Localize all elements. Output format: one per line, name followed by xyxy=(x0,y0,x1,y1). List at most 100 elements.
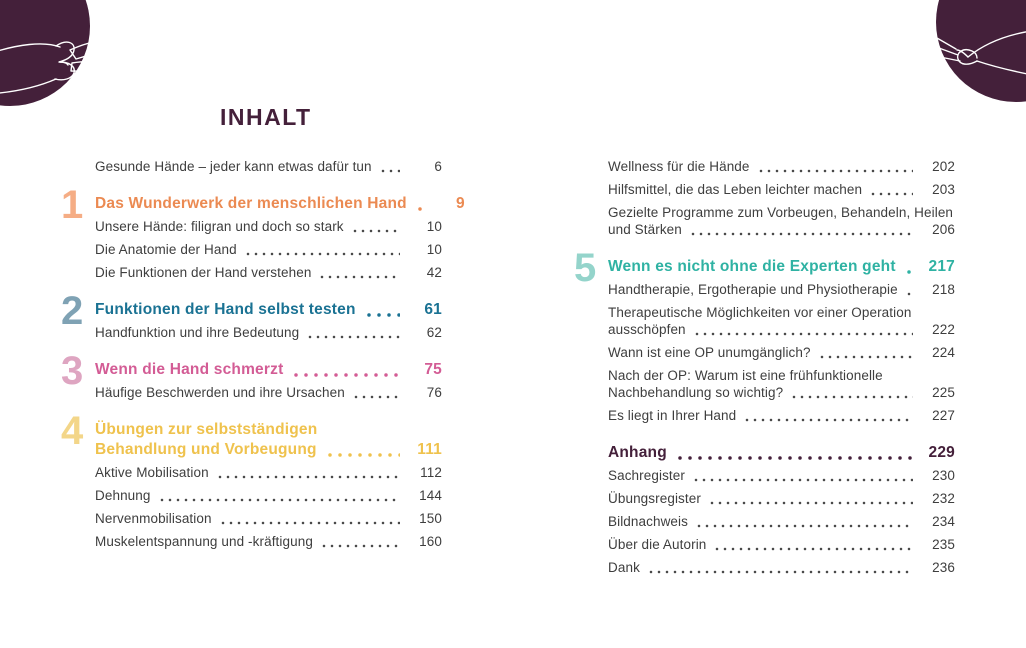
dot-leader xyxy=(695,524,913,528)
corner-circle xyxy=(0,0,90,106)
dot-leader xyxy=(756,169,913,173)
toc-entry-label: Handfunktion und ihre Bedeutung xyxy=(95,325,300,340)
toc-entry: Häufige Beschwerden und ihre Ursachen 76 xyxy=(95,384,442,401)
toc-entry: Bildnachweis 234 xyxy=(608,513,955,530)
toc-entry-row: Nervenmobilisation 150 xyxy=(95,510,442,527)
section-title-label: Das Wunderwerk der menschlichen Hand xyxy=(95,195,407,212)
section-title-row: Das Wunderwerk der menschlichen Hand 9 xyxy=(95,194,465,214)
toc-entry-row: ausschöpfen 222 xyxy=(608,321,955,338)
toc-entry-row: Wellness für die Hände 202 xyxy=(608,158,955,175)
toc-entry: Die Funktionen der Hand verstehen 42 xyxy=(95,264,442,281)
section-title-label: Wenn die Hand schmerzt xyxy=(95,361,284,378)
toc-entry-row: und Stärken 206 xyxy=(608,221,955,238)
section-title-label: Behandlung und Vorbeugung xyxy=(95,441,317,458)
toc-entry-row: Sachregister 230 xyxy=(608,467,955,484)
toc-left-column: Gesunde Hände – jeder kann etwas dafür t… xyxy=(61,158,465,556)
dot-leader xyxy=(743,418,913,422)
toc-entry-label: Häufige Beschwerden und ihre Ursachen xyxy=(95,385,345,400)
dot-leader xyxy=(707,501,913,505)
dot-leader xyxy=(243,252,400,256)
toc-entry-row: Wann ist eine OP unumgänglich? 224 xyxy=(608,344,955,361)
toc-right-column: Wellness für die Hände 202 Hilfsmittel, di… xyxy=(574,158,955,582)
toc-intro-block: Wellness für die Hände 202 Hilfsmittel, di… xyxy=(608,158,955,238)
dot-leader xyxy=(319,544,400,548)
section-number: 3 xyxy=(61,349,84,393)
toc-entry-row: Handtherapie, Ergotherapie und Physiothe… xyxy=(608,281,955,298)
toc-entry-label: Nachbehandlung so wichtig? xyxy=(608,385,784,400)
page-title: INHALT xyxy=(220,104,312,130)
toc-entry-row: Aktive Mobilisation 112 xyxy=(95,464,442,481)
toc-entry-row: Hilfsmittel, die das Leben leichter mach… xyxy=(608,181,955,198)
dot-leader xyxy=(688,232,913,236)
toc-entry-label: und Stärken xyxy=(608,222,682,237)
toc-intro-block: Gesunde Hände – jeder kann etwas dafür t… xyxy=(95,158,442,175)
toc-entry-row: Dehnung 144 xyxy=(95,487,442,504)
dot-leader xyxy=(904,292,913,296)
page-number: 225 xyxy=(932,385,955,400)
page-number: 234 xyxy=(932,514,955,529)
dot-leader xyxy=(378,169,400,173)
toc-entry-label: Nervenmobilisation xyxy=(95,511,212,526)
toc-section-3: 3 Wenn die Hand schmerzt 75 Häufige Beschwe… xyxy=(61,351,442,401)
section-title-label: Wenn es nicht ohne die Experten geht xyxy=(608,258,896,275)
page-number: 235 xyxy=(932,537,955,552)
toc-entry-label: Unsere Hände: filigran und doch so stark xyxy=(95,219,344,234)
toc-entry: Nervenmobilisation 150 xyxy=(95,510,442,527)
section-title-row: Wenn es nicht ohne die Experten geht 217 xyxy=(608,257,955,277)
section-title-row: Funktionen der Hand selbst testen 61 xyxy=(95,300,442,320)
dot-leader xyxy=(157,498,400,502)
dot-leader xyxy=(817,355,913,359)
top-left-hands-illustration xyxy=(0,0,107,106)
page-number: 227 xyxy=(932,408,955,423)
section-heading: 1 Das Wunderwerk der menschlichen Hand 9 xyxy=(61,185,465,225)
page-number: 160 xyxy=(419,534,442,549)
toc-entry-label: Muskelentspannung und -kräftigung xyxy=(95,534,313,549)
dot-leader xyxy=(218,521,400,525)
toc-entry-row: Über die Autorin 235 xyxy=(608,536,955,553)
page-number: 75 xyxy=(424,361,442,378)
page-number: 218 xyxy=(932,282,955,297)
hand-pinch-line-art xyxy=(927,31,1026,75)
toc-entry-label: Hilfsmittel, die das Leben leichter mach… xyxy=(608,182,863,197)
hands-line-art xyxy=(0,41,107,94)
toc-entry-label: Gesunde Hände – jeder kann etwas dafür t… xyxy=(95,159,372,174)
dot-leader xyxy=(291,373,400,377)
section-title-row: Wenn die Hand schmerzt 75 xyxy=(95,360,442,380)
toc-entry-row: Unsere Hände: filigran und doch so stark… xyxy=(95,218,442,235)
toc-entry: Nach der OP: Warum ist eine frühfunktion… xyxy=(608,367,955,401)
toc-entry-line: Gezielte Programme zum Vorbeugen, Behand… xyxy=(608,205,954,220)
toc-section-4: 4 Übungen zur selbstständigen Behandlung u… xyxy=(61,411,442,550)
toc-entry-row: Es liegt in Ihrer Hand 227 xyxy=(608,407,955,424)
toc-entry: Es liegt in Ihrer Hand 227 xyxy=(608,407,955,424)
toc-section-5: 5 Wenn es nicht ohne die Experten geht 217… xyxy=(574,248,955,424)
toc-entry: Übungsregister 232 xyxy=(608,490,955,507)
section-heading: 5 Wenn es nicht ohne die Experten geht 217 xyxy=(574,248,955,288)
dot-leader xyxy=(215,475,400,479)
toc-entry-label: Sachregister xyxy=(608,468,685,483)
toc-entry: Unsere Hände: filigran und doch so stark… xyxy=(95,218,442,235)
page-number: 230 xyxy=(932,468,955,483)
page-number: 10 xyxy=(426,242,442,257)
dot-leader xyxy=(869,192,913,196)
corner-circle xyxy=(936,0,1026,102)
section-number: 1 xyxy=(61,183,84,227)
dot-leader xyxy=(351,395,400,399)
toc-section-2: 2 Funktionen der Hand selbst testen 61 Hand… xyxy=(61,291,442,341)
section-title-label: Anhang xyxy=(608,444,667,461)
section-title-label: Funktionen der Hand selbst testen xyxy=(95,301,356,318)
dot-leader xyxy=(692,478,913,482)
page-number: 62 xyxy=(426,325,442,340)
section-title-row: Anhang 229 xyxy=(608,443,955,463)
toc-section-anhang: Anhang 229 Sachregister 230 Übungsregister 23… xyxy=(608,443,955,576)
section-title-line: Übungen zur selbstständigen xyxy=(95,421,318,438)
page-number: 6 xyxy=(434,159,442,174)
toc-entry: Therapeutische Möglichkeiten vor einer O… xyxy=(608,304,955,338)
toc-entry-label: Wellness für die Hände xyxy=(608,159,750,174)
page-number: 217 xyxy=(928,258,955,275)
toc-entry-label: Wann ist eine OP unumgänglich? xyxy=(608,345,811,360)
dot-leader xyxy=(674,456,913,460)
dot-leader xyxy=(790,395,913,399)
page-number: 144 xyxy=(419,488,442,503)
toc-entry: Wann ist eine OP unumgänglich? 224 xyxy=(608,344,955,361)
